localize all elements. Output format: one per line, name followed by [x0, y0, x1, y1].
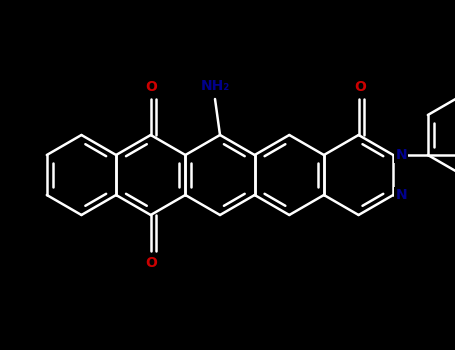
Text: O: O: [145, 80, 157, 94]
Text: NH₂: NH₂: [200, 79, 230, 93]
Text: O: O: [145, 256, 157, 270]
Text: N: N: [395, 188, 407, 202]
Text: N: N: [395, 148, 407, 162]
Text: O: O: [354, 80, 366, 94]
